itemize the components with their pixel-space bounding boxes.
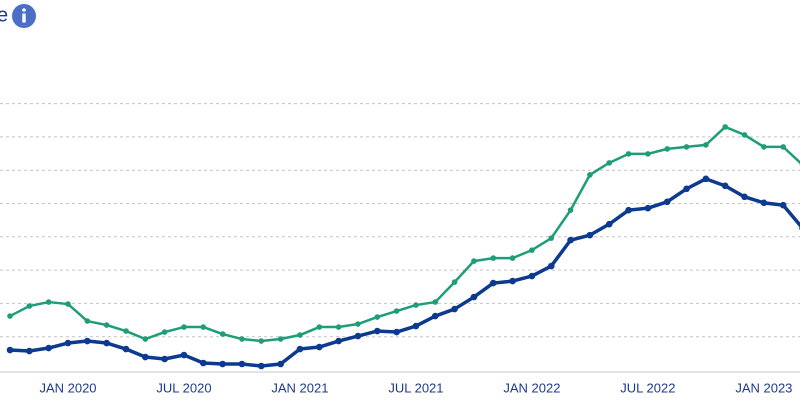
x-tick-label: JAN 2021 [271, 380, 328, 395]
series-line [9, 177, 800, 368]
data-point [703, 142, 709, 148]
data-point [277, 360, 284, 368]
data-point [373, 327, 381, 335]
data-point [238, 360, 246, 368]
data-point [219, 360, 226, 368]
data-point [335, 324, 342, 330]
data-point [722, 124, 729, 130]
data-point [123, 328, 129, 334]
info-icon[interactable] [12, 4, 36, 28]
data-point [663, 198, 671, 206]
data-point [200, 324, 207, 330]
data-point [355, 321, 361, 327]
data-point [103, 322, 110, 328]
data-point [180, 351, 188, 359]
data-point [470, 293, 478, 301]
data-point [26, 303, 33, 309]
data-point [567, 207, 574, 213]
data-point [741, 132, 748, 138]
data-point [258, 338, 265, 344]
data-point [84, 337, 91, 345]
data-point [161, 329, 168, 335]
data-point [412, 322, 420, 330]
data-point [509, 277, 516, 285]
data-point [741, 193, 748, 201]
data-point [316, 324, 323, 330]
data-point [181, 324, 187, 330]
x-tick-label: JAN 2020 [39, 380, 96, 395]
data-point [161, 355, 168, 363]
data-point [760, 199, 768, 207]
data-point [567, 236, 574, 244]
data-point [84, 318, 91, 324]
x-tick-label: JUL 2020 [156, 380, 211, 395]
data-point [587, 172, 593, 178]
data-point [431, 312, 439, 320]
data-point [277, 336, 284, 342]
data-point [122, 345, 130, 353]
data-point [548, 235, 555, 241]
data-point [702, 175, 710, 183]
data-point [547, 262, 555, 270]
data-point [721, 182, 729, 190]
data-point [471, 258, 477, 264]
data-point [296, 345, 304, 353]
info-icon-dot[interactable] [22, 8, 26, 12]
data-point [45, 344, 52, 352]
data-point [606, 160, 613, 166]
data-point [780, 144, 786, 150]
data-point [432, 299, 439, 305]
x-tick-label: JUL 2021 [388, 380, 443, 395]
data-point [65, 301, 71, 307]
data-point [45, 299, 52, 305]
chart-title: e [0, 4, 8, 26]
data-point [451, 279, 458, 285]
data-point [683, 185, 690, 193]
info-icon-bar[interactable] [22, 13, 26, 23]
data-point [335, 337, 342, 345]
series-line [9, 125, 800, 343]
data-point [413, 302, 419, 308]
data-point [64, 339, 72, 347]
data-point [142, 336, 149, 342]
data-point [26, 347, 33, 355]
data-point [103, 339, 110, 347]
data-point [393, 308, 400, 314]
data-point [257, 362, 265, 370]
data-point [529, 247, 535, 253]
x-tick-label: JAN 2022 [503, 380, 560, 395]
x-tick-label: JAN 2023 [735, 380, 792, 395]
data-point [625, 151, 632, 157]
data-point [645, 151, 651, 157]
data-point [239, 336, 245, 342]
data-point [489, 279, 497, 287]
data-point [7, 313, 13, 319]
data-point [509, 255, 516, 261]
data-point [451, 305, 458, 313]
data-point [200, 359, 207, 367]
data-point [6, 346, 14, 354]
data-point [219, 331, 226, 337]
data-point [625, 206, 632, 214]
data-point [761, 144, 767, 150]
data-point [315, 343, 323, 351]
data-point [490, 255, 497, 261]
data-point [297, 332, 303, 338]
data-point [528, 272, 536, 280]
data-point [605, 220, 613, 228]
data-point [664, 146, 671, 152]
data-point [644, 204, 652, 212]
data-point [586, 231, 594, 239]
data-point [683, 144, 690, 150]
data-point [354, 332, 362, 340]
data-point [142, 353, 149, 361]
data-point [393, 328, 400, 336]
data-point [374, 314, 381, 320]
x-tick-label: JUL 2022 [620, 380, 675, 395]
data-point [779, 201, 787, 209]
